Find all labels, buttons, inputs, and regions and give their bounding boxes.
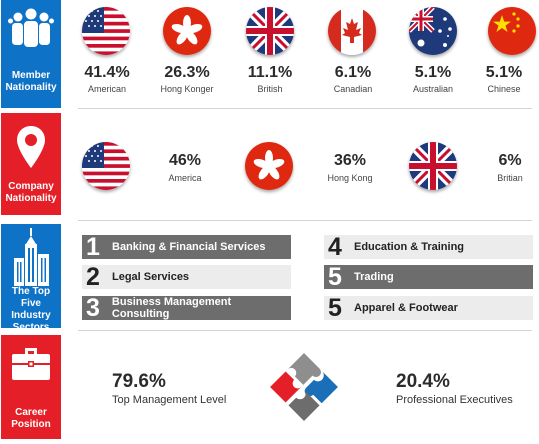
industry-sectors-title: The Top Five Industry Sectors [11, 286, 51, 333]
company-pct-hong-kong: 36% [333, 152, 367, 169]
skyscraper-icon [14, 228, 49, 286]
canada-flag-icon [328, 7, 376, 55]
company-pct-america: 46% [168, 152, 202, 169]
hong-kong-flag-icon [163, 7, 211, 55]
people-group-icon [8, 8, 54, 47]
sector-label: Business Management Consulting [111, 296, 232, 320]
sector-item: 3 Business Management Consulting [82, 294, 291, 322]
member-pct-australian: 5.1% [414, 64, 452, 81]
sector-label: Trading [354, 271, 394, 283]
industry-sectors-tile: The Top Five Industry Sectors [1, 224, 61, 333]
member-pct-american: 41.4% [84, 64, 130, 81]
member-nationality-tile: Member Nationality [1, 0, 61, 108]
sector-rank: 5 [328, 263, 342, 291]
location-pin-icon [17, 126, 45, 168]
divider [78, 330, 532, 331]
sector-item: 1 Banking & Financial Services [82, 233, 291, 261]
usa-flag-icon [82, 142, 130, 190]
puzzle-pieces-icon [270, 353, 338, 421]
career-position-tile: Career Position [1, 335, 61, 439]
china-flag-icon [488, 7, 536, 55]
sector-rank: 5 [328, 294, 342, 322]
member-pct-canadian: 6.1% [334, 64, 372, 81]
career-pct-top-management: 79.6% [112, 371, 166, 392]
member-nationality-title: Member Nationality [5, 70, 57, 93]
sector-rank: 1 [86, 233, 100, 261]
member-label-british: British [257, 84, 283, 94]
usa-flag-icon [82, 7, 130, 55]
divider [78, 220, 532, 221]
member-label-canadian: Canadian [333, 84, 373, 94]
member-pct-chinese: 5.1% [485, 64, 523, 81]
briefcase-icon [12, 348, 50, 380]
sector-item: 4 Education & Training [324, 233, 533, 261]
sector-label: Legal Services [112, 271, 190, 283]
sector-rank: 3 [86, 294, 100, 322]
sector-label: Education & Training [354, 241, 465, 253]
sector-rank: 2 [86, 263, 100, 291]
career-label-professional-executives: Professional Executives [396, 394, 513, 406]
company-label-hong-kong: Hong Kong [327, 173, 373, 183]
career-label-top-management: Top Management Level [112, 394, 227, 406]
australia-flag-icon [409, 7, 457, 55]
sector-rank: 4 [328, 233, 342, 261]
sector-item: 5 Trading [324, 263, 533, 291]
sector-label: Banking & Financial Services [112, 241, 266, 253]
uk-flag-icon [246, 7, 294, 55]
member-pct-hong-konger: 26.3% [164, 64, 210, 81]
member-pct-british: 11.1% [247, 64, 293, 81]
sector-item: 5 Apparel & Footwear [324, 294, 533, 322]
career-pct-professional-executives: 20.4% [396, 371, 450, 392]
sector-label: Apparel & Footwear [354, 302, 458, 314]
member-label-hong-konger: Hong Konger [160, 84, 214, 94]
uk-flag-icon [409, 142, 457, 190]
company-nationality-title: Company Nationality [5, 181, 57, 204]
hong-kong-flag-icon [245, 142, 293, 190]
company-label-britian: Britian [497, 173, 523, 183]
company-label-america: America [168, 173, 202, 183]
career-position-title: Career Position [11, 407, 51, 430]
member-label-australian: Australian [412, 84, 454, 94]
company-nationality-tile: Company Nationality [1, 113, 61, 215]
sector-item: 2 Legal Services [82, 263, 291, 291]
company-pct-britian: 6% [498, 152, 522, 169]
member-label-chinese: Chinese [487, 84, 521, 94]
divider [78, 108, 532, 109]
member-label-american: American [87, 84, 126, 94]
